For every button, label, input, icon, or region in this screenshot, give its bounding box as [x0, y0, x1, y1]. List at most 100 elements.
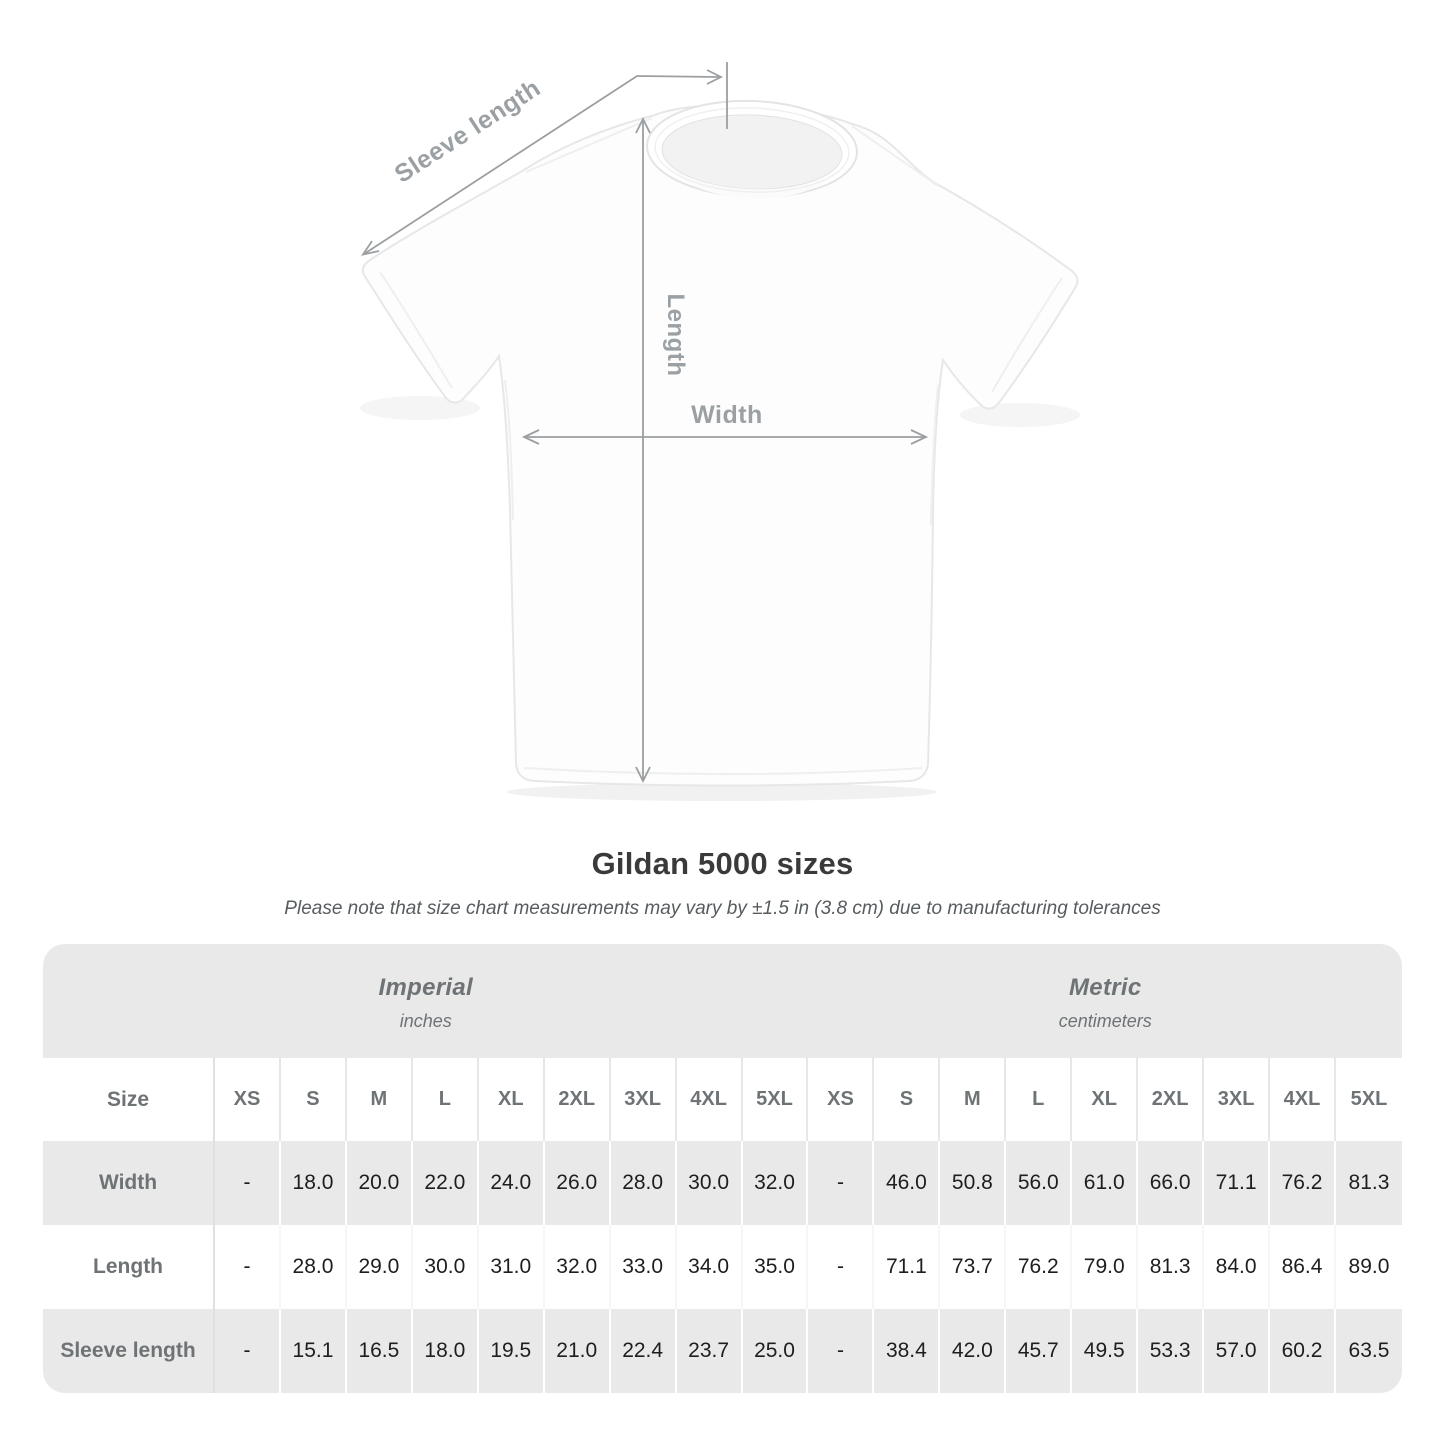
- imperial-value-cell: 25.0: [742, 1309, 809, 1393]
- metric-value-cell: 89.0: [1335, 1225, 1402, 1309]
- tolerance-note: Please note that size chart measurements…: [284, 898, 1161, 919]
- length-label: Length: [662, 294, 689, 377]
- metric-value-cell: 71.1: [874, 1225, 941, 1309]
- metric-size-col-5xl: 5XL: [1335, 1058, 1402, 1141]
- imperial-value-cell: 30.0: [676, 1141, 743, 1225]
- metric-size-col-s: S: [874, 1058, 941, 1141]
- metric-unit-label: centimeters: [1058, 1011, 1152, 1031]
- size-grid: Size XS S M L XL 2XL 3XL 4XL 5XL XS S M L XL 2XL 3XL 4XL 5…: [43, 1058, 1402, 1393]
- imperial-size-col-4xl: 4XL: [676, 1058, 743, 1141]
- metric-value-cell: 61.0: [1072, 1141, 1139, 1225]
- metric-value-cell: 57.0: [1204, 1309, 1271, 1393]
- page-title: Gildan 5000 sizes: [591, 846, 854, 881]
- metric-value-cell: 76.2: [1270, 1141, 1336, 1225]
- tshirt-body: [361, 103, 1079, 787]
- metric-value-cell: 50.8: [940, 1141, 1007, 1225]
- metric-value-cell: 46.0: [874, 1141, 941, 1225]
- imperial-value-cell: 33.0: [610, 1225, 677, 1309]
- metric-value-cell: 86.4: [1270, 1225, 1336, 1309]
- width-arrow: [521, 429, 929, 445]
- imperial-value-cell: 16.5: [346, 1309, 413, 1393]
- measurement-arrows: [361, 62, 929, 784]
- metric-label: Metric: [1069, 974, 1142, 1001]
- metric-value-cell: 73.7: [940, 1225, 1007, 1309]
- imperial-size-col-xs: XS: [215, 1058, 281, 1141]
- imperial-value-cell: 29.0: [346, 1225, 413, 1309]
- metric-size-col-l: L: [1006, 1058, 1073, 1141]
- imperial-size-col-2xl: 2XL: [544, 1058, 611, 1141]
- metric-value-cell: 81.3: [1138, 1225, 1205, 1309]
- imperial-value-cell: 30.0: [412, 1225, 479, 1309]
- measurement-row: Width -18.0 20.0 22.0 24.0 26.0 28.0 30.0 32.0-4…: [43, 1141, 1402, 1225]
- metric-value-cell: 42.0: [940, 1309, 1007, 1393]
- metric-value-cell: -: [808, 1309, 875, 1393]
- imperial-size-col-xl: XL: [478, 1058, 545, 1141]
- imperial-value-cell: 26.0: [544, 1141, 611, 1225]
- metric-value-cell: 49.5: [1072, 1309, 1139, 1393]
- imperial-value-cell: 35.0: [742, 1225, 809, 1309]
- metric-value-cell: 53.3: [1138, 1309, 1205, 1393]
- imperial-value-cell: 20.0: [346, 1141, 413, 1225]
- measurement-row: Length -28.0 29.0 30.0 31.0 32.0 33.0 34.0 35.0-…: [43, 1225, 1402, 1309]
- metric-size-col-3xl: 3XL: [1204, 1058, 1271, 1141]
- metric-size-col-m: M: [940, 1058, 1007, 1141]
- imperial-value-cell: 24.0: [478, 1141, 545, 1225]
- metric-value-cell: -: [808, 1225, 875, 1309]
- measurement-row-label: Sleeve length: [43, 1309, 216, 1393]
- imperial-size-col-s: S: [280, 1058, 347, 1141]
- imperial-value-cell: 21.0: [544, 1309, 611, 1393]
- imperial-value-cell: 34.0: [676, 1225, 743, 1309]
- size-header-cell: Size: [43, 1058, 216, 1141]
- imperial-value-cell: 23.7: [676, 1309, 743, 1393]
- metric-size-col-xs: XS: [808, 1058, 875, 1141]
- imperial-size-col-l: L: [412, 1058, 479, 1141]
- sleeve-length-arrow: [361, 62, 728, 256]
- imperial-unit-label: inches: [399, 1011, 452, 1031]
- tshirt-collar: [646, 99, 858, 199]
- metric-value-cell: 60.2: [1270, 1309, 1336, 1393]
- imperial-label: Imperial: [378, 974, 473, 1001]
- imperial-value-cell: 28.0: [610, 1141, 677, 1225]
- imperial-value-cell: 19.5: [478, 1309, 545, 1393]
- imperial-size-col-3xl: 3XL: [610, 1058, 677, 1141]
- imperial-value-cell: -: [215, 1225, 281, 1309]
- tshirt-diagram-svg: Sleeve length Length Width: [360, 62, 1080, 801]
- metric-value-cell: 81.3: [1335, 1141, 1402, 1225]
- width-label: Width: [691, 401, 763, 429]
- measurement-row-label: Width: [43, 1141, 216, 1225]
- tshirt-illustration: [361, 99, 1079, 787]
- metric-value-cell: 71.1: [1204, 1141, 1271, 1225]
- imperial-value-cell: 15.1: [280, 1309, 347, 1393]
- metric-value-cell: 56.0: [1006, 1141, 1073, 1225]
- imperial-size-col-5xl: 5XL: [742, 1058, 809, 1141]
- measurement-row: Sleeve length -15.1 16.5 18.0 19.5 21.0 22.4 23…: [43, 1309, 1402, 1393]
- metric-value-cell: 79.0: [1072, 1225, 1139, 1309]
- metric-size-col-2xl: 2XL: [1138, 1058, 1205, 1141]
- imperial-value-cell: 28.0: [280, 1225, 347, 1309]
- imperial-value-cell: 31.0: [478, 1225, 545, 1309]
- metric-value-cell: 38.4: [874, 1309, 941, 1393]
- imperial-value-cell: 18.0: [280, 1141, 347, 1225]
- metric-value-cell: -: [808, 1141, 875, 1225]
- imperial-value-cell: 32.0: [544, 1225, 611, 1309]
- size-header-row: Size XS S M L XL 2XL 3XL 4XL 5XL XS S M L XL 2XL 3XL 4XL 5…: [43, 1058, 1402, 1141]
- metric-size-col-4xl: 4XL: [1270, 1058, 1336, 1141]
- imperial-value-cell: 22.0: [412, 1141, 479, 1225]
- metric-value-cell: 63.5: [1335, 1309, 1402, 1393]
- imperial-section-header: Imperial inches: [43, 944, 809, 1058]
- metric-section-header: Metric centimeters: [809, 944, 1402, 1058]
- tshirt-seams: [379, 117, 1063, 775]
- imperial-value-cell: 32.0: [742, 1141, 809, 1225]
- imperial-size-col-m: M: [346, 1058, 413, 1141]
- size-table: Imperial inches Metric centimeters Size X…: [43, 944, 1402, 1393]
- tshirt-measurement-diagram: Sleeve length Length Width: [360, 62, 1080, 801]
- metric-value-cell: 76.2: [1006, 1225, 1073, 1309]
- metric-size-col-xl: XL: [1072, 1058, 1139, 1141]
- imperial-value-cell: 18.0: [412, 1309, 479, 1393]
- metric-value-cell: 84.0: [1204, 1225, 1271, 1309]
- metric-value-cell: 66.0: [1138, 1141, 1205, 1225]
- measurement-row-label: Length: [43, 1225, 216, 1309]
- imperial-value-cell: -: [215, 1309, 281, 1393]
- imperial-value-cell: -: [215, 1141, 281, 1225]
